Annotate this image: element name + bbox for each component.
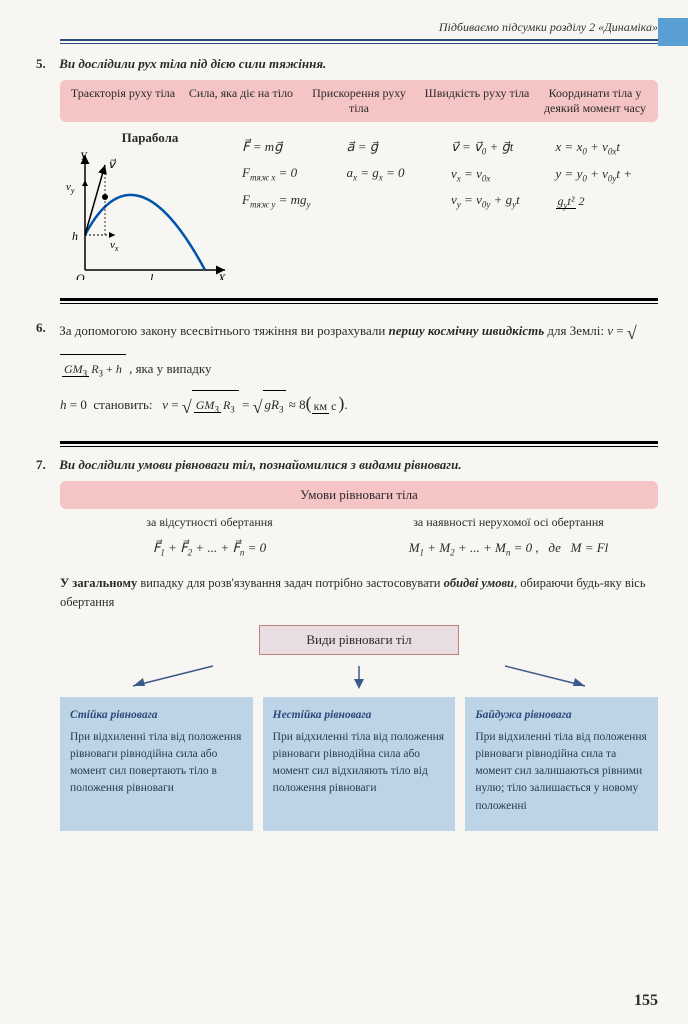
card-neutral: Байдужа рівновага При відхиленні тіла ві… — [465, 697, 658, 831]
svg-text:v⃗: v⃗ — [108, 157, 117, 171]
trajectory-graph: Парабола Y X O l h v — [60, 130, 240, 284]
svg-text:h: h — [72, 229, 78, 243]
formula: a⃗ = g⃗ — [347, 134, 448, 160]
equation: M1 + M2 + ... + Mn = 0 , де M = Fl — [359, 540, 658, 558]
divider — [60, 441, 658, 444]
equations-row: F⃗1 + F⃗2 + ... + F⃗n = 0 M1 + M2 + ... … — [60, 536, 658, 568]
section-title: Ви дослідили рух тіла під дією сили тяжі… — [59, 56, 326, 71]
formula: F⃗ = mg⃗ — [242, 134, 343, 160]
table-header: Траєкторія руху тіла Сила, яка діє на ті… — [60, 80, 658, 122]
conditions-row: за відсутності обертання за наявності не… — [60, 509, 658, 536]
text: За допомогою закону всесвітнього тяжіння… — [59, 323, 388, 338]
section-6: 6. За допомогою закону всесвітнього тяжі… — [60, 314, 658, 427]
formula: Fтяж x = 0 — [242, 160, 343, 187]
formula: v⃗ = v⃗0 + g⃗t — [451, 134, 552, 161]
arrow-right-icon — [485, 661, 605, 691]
card-text: При відхиленні тіла від положення рівнов… — [475, 729, 648, 815]
divider — [60, 303, 658, 304]
cond-right: за наявності нерухомої осі обертання — [359, 515, 658, 530]
col-header: Прискорення руху тіла — [300, 86, 418, 116]
card-title: Стійка рівновага — [70, 707, 243, 724]
card-text: При відхиленні тіла від положення рівнов… — [273, 729, 446, 798]
col-force: F⃗ = mg⃗ Fтяж x = 0 Fтяж y = mgy — [240, 130, 345, 218]
arrow-left-icon — [113, 661, 233, 691]
formula: x = x0 + v0xt — [556, 134, 657, 161]
svg-text:vx: vx — [110, 239, 119, 253]
text: для Землі: — [544, 323, 607, 338]
col-velocity: v⃗ = v⃗0 + g⃗t vx = v0x vy = v0y + gyt — [449, 130, 554, 218]
svg-text:O: O — [76, 271, 85, 280]
divider — [60, 446, 658, 447]
arrows-row — [60, 661, 658, 691]
types-title: Види рівноваги тіл — [259, 625, 459, 655]
card-unstable: Нестійка рівновага При відхиленні тіла в… — [263, 697, 456, 831]
col-coords: x = x0 + v0xt y = y0 + v0yt + gyt²2 — [554, 130, 659, 218]
divider — [60, 298, 658, 301]
svg-text:X: X — [217, 271, 226, 280]
section-number: 5. — [36, 56, 56, 72]
page-header: Підбиваємо підсумки розділу 2 «Динаміка» — [60, 20, 658, 35]
arrow-down-icon — [339, 661, 379, 691]
formula: vx = v0x — [451, 161, 552, 188]
card-title: Байдужа рівновага — [475, 707, 648, 724]
formula: y = y0 + v0yt + gyt²2 — [556, 161, 657, 214]
equation: F⃗1 + F⃗2 + ... + F⃗n = 0 — [60, 540, 359, 558]
formula: ax = gx = 0 — [347, 160, 448, 187]
col-header: Траєкторія руху тіла — [64, 86, 182, 116]
text: , яка у випадку — [129, 361, 211, 376]
divider — [60, 39, 658, 41]
col-header: Координати тіла у деякий момент часу — [536, 86, 654, 116]
term: першу космічну швидкість — [389, 323, 545, 338]
divider — [60, 43, 658, 44]
svg-text:vy: vy — [66, 181, 75, 195]
graph-label: Парабола — [60, 130, 240, 146]
col-header: Швидкість руху тіла — [418, 86, 536, 116]
equilibrium-cards: Стійка рівновага При відхиленні тіла від… — [60, 697, 658, 831]
card-text: При відхиленні тіла від положення рівнов… — [70, 729, 243, 798]
card-stable: Стійка рівновага При відхиленні тіла від… — [60, 697, 253, 831]
page-number: 155 — [634, 992, 658, 1010]
cond-left: за відсутності обертання — [60, 515, 359, 530]
section-number: 6. — [36, 314, 56, 343]
formula-columns: F⃗ = mg⃗ Fтяж x = 0 Fтяж y = mgy a⃗ = g⃗… — [240, 130, 658, 218]
section-number: 7. — [36, 457, 56, 473]
parabola-svg: Y X O l h v⃗ vx vy — [60, 150, 230, 280]
general-note: У загальному випадку для розв'язування з… — [60, 574, 658, 612]
conditions-title: Умови рівноваги тіла — [60, 481, 658, 509]
section-title: Ви дослідили умови рівноваги тіл, познай… — [59, 457, 461, 472]
formula: vy = v0y + gyt — [451, 187, 552, 214]
col-header: Сила, яка діє на тіло — [182, 86, 300, 116]
section-7: 7. Ви дослідили умови рівноваги тіл, поз… — [60, 457, 658, 831]
formula-row: Парабола Y X O l h v — [60, 130, 658, 284]
col-accel: a⃗ = g⃗ ax = gx = 0 — [345, 130, 450, 218]
text: h = 0 становить: — [60, 397, 159, 412]
card-title: Нестійка рівновага — [273, 707, 446, 724]
formula: Fтяж y = mgy — [242, 187, 343, 214]
svg-text:Y: Y — [80, 150, 88, 163]
svg-text:l: l — [150, 271, 154, 280]
page-tab — [658, 18, 688, 46]
section-5: 5. Ви дослідили рух тіла під дією сили т… — [60, 56, 658, 284]
